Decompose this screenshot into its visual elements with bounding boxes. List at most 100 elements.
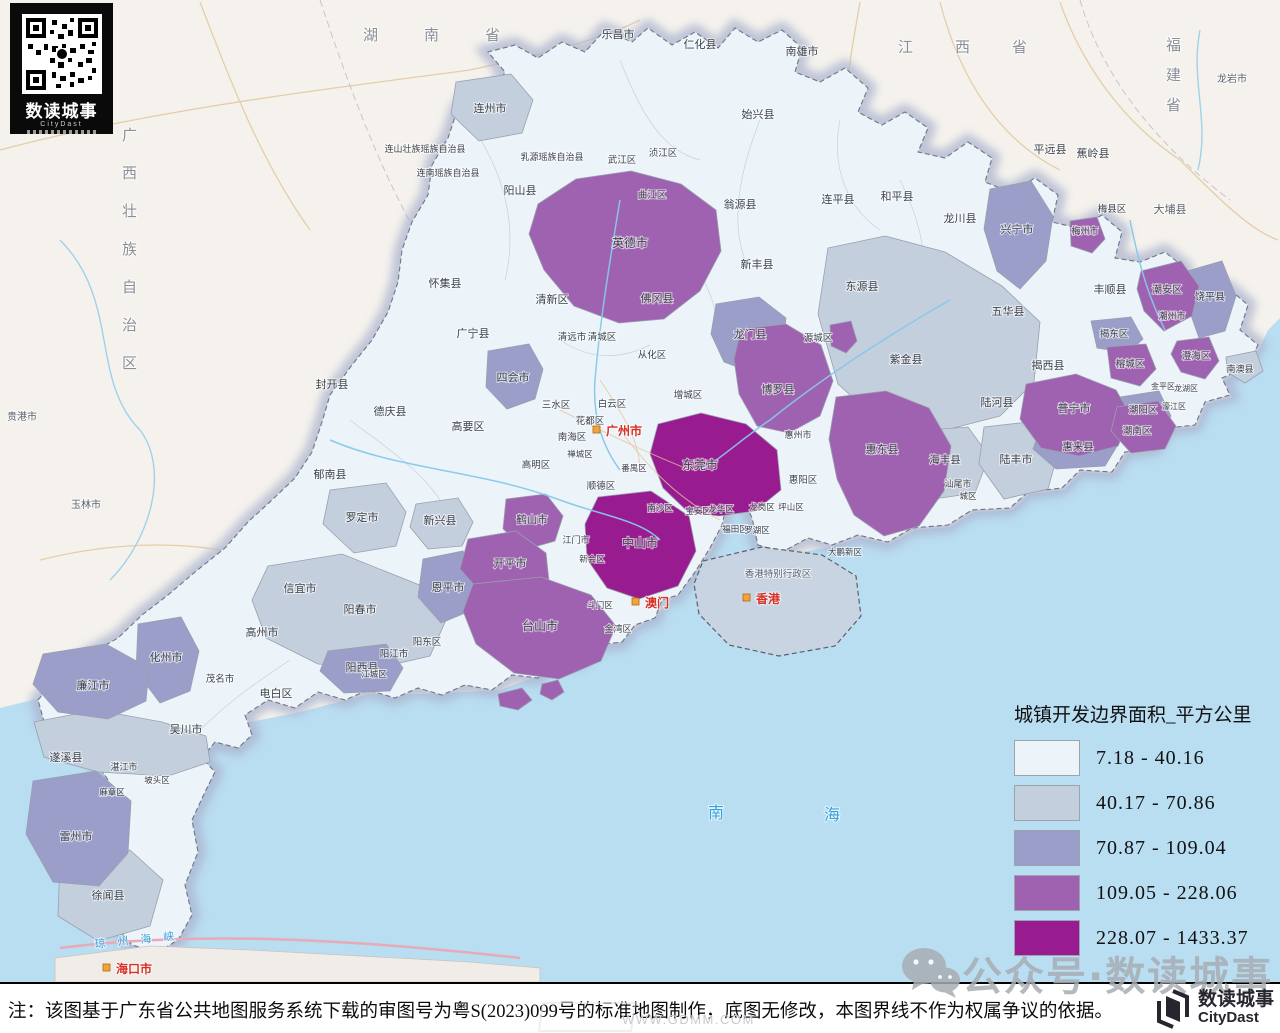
map-label: 金湾区 <box>604 623 631 634</box>
region-惠东县 <box>828 390 952 537</box>
citydast-logo-sub: CityDast <box>1197 1009 1259 1026</box>
neighbor-city-label: 龙岩市 <box>1217 72 1247 85</box>
map-label: 连州市 <box>474 101 507 115</box>
citydast-logo-icon <box>1156 989 1189 1029</box>
legend-label-3: 70.87 - 109.04 <box>1096 836 1227 859</box>
region-茂名北部带 <box>251 553 447 669</box>
legend: 城镇开发边界面积_平方公里 7.18 - 40.16 40.17 - 70.86… <box>1014 700 1276 966</box>
region-连州市 <box>450 73 534 142</box>
map-label: 罗湖区 <box>744 525 770 535</box>
region-四会市 <box>485 343 544 410</box>
map-label: 徐闻县 <box>92 888 125 902</box>
map-label: 封开县 <box>316 377 349 391</box>
map-label: 龙门县 <box>734 327 767 341</box>
map-label: 龙川县 <box>944 212 977 225</box>
region-源城区 <box>829 320 858 354</box>
legend-row: 40.17 - 70.86 <box>1014 785 1276 821</box>
map-label: 怀集县 <box>429 276 462 290</box>
legend-swatch-2 <box>1014 785 1080 821</box>
map-label: 阳东区 <box>413 636 442 648</box>
region-东莞市 <box>649 412 782 517</box>
map-label: 高州市 <box>246 625 279 639</box>
map-label: 高要区 <box>452 419 485 433</box>
map-label: 恩平市 <box>432 580 465 594</box>
map-label: 清新区 <box>536 292 569 306</box>
citydast-logo-name: 数读城事 <box>1197 989 1274 1010</box>
province-label: 湖南省 <box>363 27 546 44</box>
map-label: 坡头区 <box>144 775 170 785</box>
qr-code-pattern <box>25 18 98 90</box>
map-label: 潮阳区 <box>1129 404 1158 416</box>
map-label: 龙湖区 <box>1174 383 1198 393</box>
province-label: 福建省 <box>1166 37 1181 114</box>
map-label: 梅县区 <box>1098 203 1127 215</box>
legend-title: 城镇开发边界面积_平方公里 <box>1014 705 1252 726</box>
map-label: 澄海区 <box>1182 350 1211 362</box>
map-label: 源城区 <box>804 333 833 344</box>
region-南澳县 <box>1225 350 1264 384</box>
map-label: 陆丰市 <box>1000 452 1033 466</box>
strait-rail <box>59 937 521 960</box>
neighbor-rails <box>319 0 1231 241</box>
city-marker-icon <box>742 593 751 602</box>
map-label: 东莞市 <box>682 457 718 472</box>
region-英德市 <box>528 170 722 324</box>
city-marker-icon <box>631 597 640 606</box>
city-label-red: 香港 <box>755 591 781 606</box>
map-label: 英德市 <box>612 235 648 250</box>
legend-swatch-3 <box>1014 830 1080 866</box>
map-label: 武江区 <box>608 154 637 166</box>
map-label: 潮南区 <box>1123 425 1152 437</box>
legend-row: 70.87 - 109.04 <box>1014 830 1276 866</box>
citydast-logo-text: 数读城事 CityDast <box>1198 990 1274 1026</box>
map-label: 宝安区 <box>685 506 711 516</box>
map-label: 揭西县 <box>1032 358 1065 372</box>
region-中山市 <box>584 490 697 600</box>
map-canvas: 湖南省 江西省 福建省 广西壮族自治区 玉林市 贵港市 龙岩市 大埔县南海琼州海峡 连州市 连山壮… <box>0 0 1280 983</box>
region-川山群岛2 <box>539 679 565 701</box>
legend-label-1: 7.18 - 40.16 <box>1096 746 1205 769</box>
map-label: 海丰县 <box>929 453 961 466</box>
region-新兴县 <box>409 497 474 550</box>
region-梅江区 <box>1069 216 1106 254</box>
map-label: 佛冈县 <box>641 292 674 305</box>
prd-roads <box>559 379 721 521</box>
legend-row: 228.07 - 1433.37 <box>1014 920 1276 956</box>
region-罗定市 <box>322 482 407 554</box>
region-香港特别行政区 <box>693 546 862 657</box>
map-label: 惠阳区 <box>789 474 818 486</box>
legend-row: 109.05 - 228.06 <box>1014 875 1276 911</box>
city-label-red: 澳门 <box>645 595 669 610</box>
map-label: 湛江市 <box>110 761 137 772</box>
map-label: 蕉岭县 <box>1077 146 1110 160</box>
map-label: 信宜市 <box>284 581 317 595</box>
map-label: 龙岗区 <box>749 502 775 512</box>
map-label: 东源县 <box>846 279 879 293</box>
map-label: 斗门区 <box>587 600 613 610</box>
map-label: 潮州市 <box>1158 310 1185 321</box>
map-label: 普宁市 <box>1058 401 1091 415</box>
map-label: 乳源瑶族自治县 <box>520 151 583 162</box>
map-label: 廉江市 <box>77 678 110 692</box>
province-label: 江西省 <box>898 39 1069 56</box>
map-label: 仁化县 <box>684 37 717 51</box>
map-label: 江城区 <box>361 669 387 679</box>
city-marker-icon <box>102 963 111 972</box>
qr-code <box>21 14 102 94</box>
map-label: 台山市 <box>522 618 558 633</box>
map-label: 郁南县 <box>314 467 347 481</box>
city-marker-icon <box>592 425 601 434</box>
region-潮南区 <box>1110 400 1177 454</box>
map-label: 禅城区 <box>567 449 593 459</box>
neighbor-city-label: 玉林市 <box>71 498 101 511</box>
qr-badge-subtitle: CityDast <box>40 121 83 128</box>
map-label: 新兴县 <box>424 513 457 527</box>
legend-swatch-1 <box>1014 740 1080 776</box>
citydast-logo: 数读城事 CityDast <box>1153 987 1274 1029</box>
map-label: 惠州市 <box>784 429 811 440</box>
map-label: 罗定市 <box>346 510 379 524</box>
map-label: 浈江区 <box>649 148 678 159</box>
map-label: 连山壮族瑶族自治县 <box>384 143 465 154</box>
map-label: 新会区 <box>579 554 605 564</box>
